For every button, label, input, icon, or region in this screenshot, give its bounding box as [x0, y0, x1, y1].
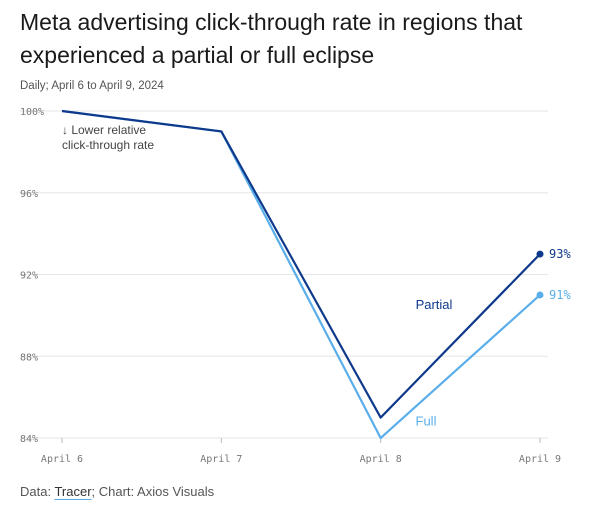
series-label-full: Full — [416, 414, 437, 429]
x-tick-label: April 7 — [200, 454, 242, 465]
end-value-label: 93% — [549, 247, 571, 261]
series-label-partial: Partial — [416, 297, 453, 312]
series-line-partial — [61, 109, 541, 419]
annotation-text: click-through rate — [62, 138, 154, 152]
y-tick-label: 88% — [20, 352, 38, 363]
y-tick-label: 96% — [20, 189, 38, 200]
end-value-label: 91% — [549, 288, 571, 302]
source-link[interactable]: Tracer — [54, 484, 92, 499]
chart-title: Meta advertising click-through rate in r… — [20, 9, 523, 68]
series-endpoint-full — [536, 291, 544, 299]
footer-prefix: Data: — [20, 484, 55, 499]
y-tick-label: 92% — [20, 271, 38, 282]
footer-suffix: ; Chart: Axios Visuals — [91, 484, 215, 499]
x-tick-label: April 9 — [519, 454, 561, 465]
series-endpoint-partial — [536, 250, 544, 258]
x-tick-label: April 8 — [360, 454, 402, 465]
annotation-text: ↓ Lower relative — [62, 123, 146, 137]
chart-subtitle: Daily; April 6 to April 9, 2024 — [20, 80, 164, 92]
x-tick-label: April 6 — [41, 454, 83, 465]
chart-footer: Data: Tracer; Chart: Axios Visuals — [20, 484, 214, 499]
y-tick-label: 100% — [20, 107, 44, 118]
y-tick-label: 84% — [20, 434, 38, 445]
